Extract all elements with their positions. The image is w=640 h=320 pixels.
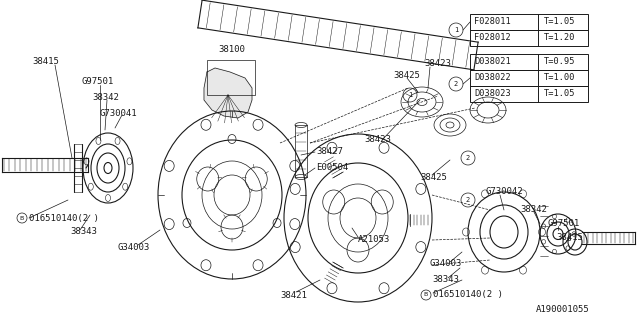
Text: A190001055: A190001055: [536, 306, 589, 315]
Text: 2: 2: [466, 155, 470, 161]
Text: G730042: G730042: [486, 188, 524, 196]
Text: T=1.00: T=1.00: [544, 74, 575, 83]
Text: 38427: 38427: [316, 148, 343, 156]
Polygon shape: [204, 68, 252, 118]
Text: F028011: F028011: [474, 18, 511, 27]
Text: T=1.20: T=1.20: [544, 34, 575, 43]
Text: 2: 2: [466, 197, 470, 203]
Text: 1: 1: [408, 92, 412, 98]
Text: G34003: G34003: [430, 260, 462, 268]
Text: 38415: 38415: [32, 58, 59, 67]
Text: F028012: F028012: [474, 34, 511, 43]
Text: 38343: 38343: [432, 276, 459, 284]
Text: G97501: G97501: [547, 219, 579, 228]
Text: 1: 1: [454, 27, 458, 33]
Text: B: B: [424, 292, 428, 298]
Text: 38342: 38342: [520, 205, 547, 214]
Text: A21053: A21053: [358, 236, 390, 244]
Text: 38421: 38421: [280, 291, 307, 300]
Text: 38100: 38100: [218, 45, 245, 54]
Text: 38342: 38342: [92, 93, 119, 102]
Bar: [470, 70, 588, 86]
Text: T=1.05: T=1.05: [544, 18, 575, 27]
Text: D038023: D038023: [474, 90, 511, 99]
Text: 38425: 38425: [420, 173, 447, 182]
Text: 38423: 38423: [424, 60, 451, 68]
Text: 016510140(2 ): 016510140(2 ): [433, 291, 503, 300]
Text: 38343: 38343: [70, 228, 97, 236]
Bar: [470, 14, 588, 30]
Text: T=0.95: T=0.95: [544, 58, 575, 67]
Text: E00504: E00504: [316, 164, 348, 172]
Text: 016510140(2 ): 016510140(2 ): [29, 213, 99, 222]
Text: 38425: 38425: [393, 70, 420, 79]
Text: G730041: G730041: [100, 108, 138, 117]
Text: 38415: 38415: [556, 234, 583, 243]
Text: D038021: D038021: [474, 58, 511, 67]
Text: 2: 2: [454, 81, 458, 87]
Text: B: B: [20, 215, 24, 220]
Text: D038022: D038022: [474, 74, 511, 83]
Text: 38423: 38423: [364, 135, 391, 145]
Bar: [470, 30, 588, 46]
Bar: [470, 86, 588, 102]
Bar: [207, 60, 255, 95]
Text: T=1.05: T=1.05: [544, 90, 575, 99]
Text: G34003: G34003: [118, 244, 150, 252]
Text: G97501: G97501: [82, 77, 115, 86]
Bar: [470, 54, 588, 70]
